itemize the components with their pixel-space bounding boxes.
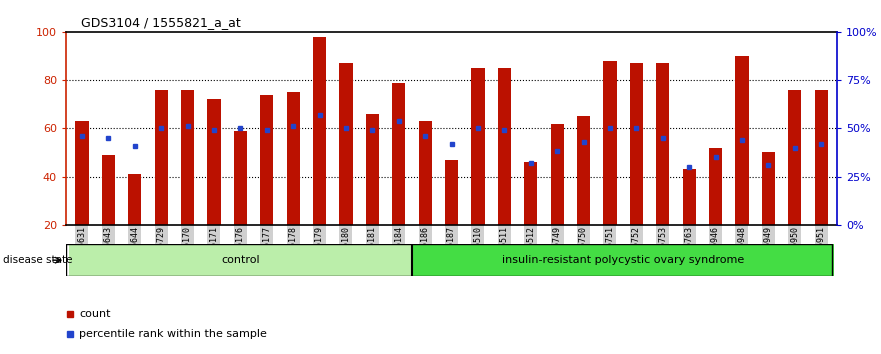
Bar: [471, 68, 485, 225]
Bar: [418, 121, 432, 225]
Text: disease state: disease state: [3, 255, 72, 265]
Bar: [577, 116, 590, 225]
Text: percentile rank within the sample: percentile rank within the sample: [79, 330, 267, 339]
Bar: [260, 95, 273, 225]
Bar: [788, 90, 802, 225]
Bar: [412, 244, 834, 276]
Bar: [656, 63, 670, 225]
Bar: [524, 162, 537, 225]
Bar: [313, 37, 326, 225]
Bar: [709, 148, 722, 225]
Bar: [630, 63, 643, 225]
Bar: [233, 131, 247, 225]
Bar: [286, 92, 300, 225]
Bar: [339, 63, 352, 225]
Bar: [683, 169, 696, 225]
Bar: [498, 68, 511, 225]
Text: GDS3104 / 1555821_a_at: GDS3104 / 1555821_a_at: [81, 16, 241, 29]
Bar: [392, 82, 405, 225]
Bar: [551, 124, 564, 225]
Bar: [154, 90, 167, 225]
Bar: [736, 56, 749, 225]
Text: count: count: [79, 309, 111, 319]
Bar: [366, 114, 379, 225]
Bar: [815, 90, 828, 225]
Bar: [75, 121, 88, 225]
Text: control: control: [221, 255, 260, 265]
Bar: [762, 153, 775, 225]
Bar: [445, 160, 458, 225]
Bar: [128, 174, 141, 225]
Bar: [207, 99, 220, 225]
Bar: [101, 155, 115, 225]
Bar: [603, 61, 617, 225]
Text: insulin-resistant polycystic ovary syndrome: insulin-resistant polycystic ovary syndr…: [502, 255, 744, 265]
Bar: [69, 244, 412, 276]
Bar: [181, 90, 194, 225]
